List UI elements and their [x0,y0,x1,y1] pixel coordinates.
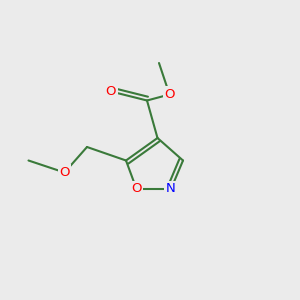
Text: O: O [164,88,175,101]
Text: N: N [166,182,176,196]
Text: O: O [131,182,142,196]
Text: O: O [106,85,116,98]
Text: O: O [59,166,70,179]
